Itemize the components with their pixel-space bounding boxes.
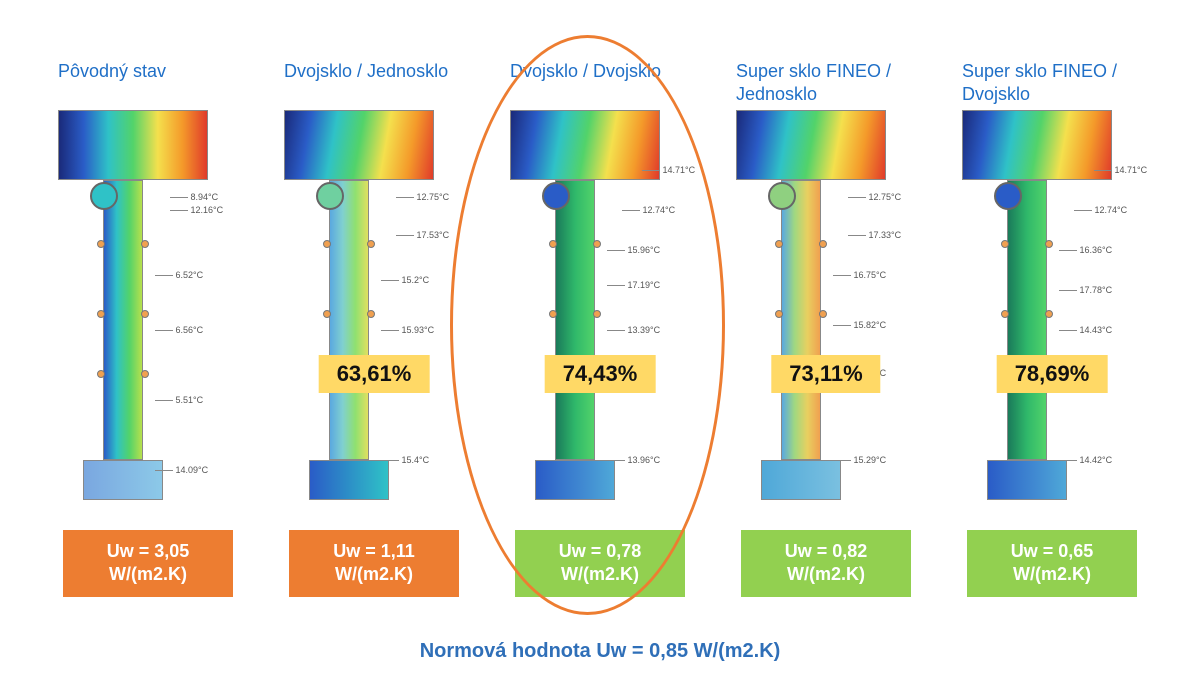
column-title: Dvojsklo / Jednosklo — [274, 60, 474, 110]
uw-badge: Uw = 0,78 W/(m2.K) — [515, 530, 685, 597]
thermal-diagram: 8.94°C 12.16°C 6.52°C 6.56°C 5.51°C 14.0… — [58, 110, 238, 510]
temp-label: 17.78°C — [1057, 285, 1112, 295]
temp-label: 13.39°C — [605, 325, 660, 335]
thermal-diagram: 14.71°C 12.74°C 16.36°C 17.78°C 14.43°C … — [962, 110, 1142, 510]
uw-badge: Uw = 0,82 W/(m2.K) — [741, 530, 911, 597]
temp-label: 17.33°C — [846, 230, 901, 240]
uw-badge: Uw = 1,11 W/(m2.K) — [289, 530, 459, 597]
temp-label: 14.42°C — [1057, 455, 1112, 465]
temp-label: 12.74°C — [1072, 205, 1127, 215]
temp-label: 5.51°C — [153, 395, 203, 405]
thermal-diagram: 12.75°C 17.53°C 15.2°C 15.93°C 15.4°C 63,… — [284, 110, 464, 510]
uw-badge: Uw = 3,05 W/(m2.K) — [63, 530, 233, 597]
temp-label: 15.2°C — [379, 275, 429, 285]
column-1: Dvojsklo / Jednosklo 12.75°C 17.53°C 15.… — [274, 60, 474, 597]
temp-label: 13.96°C — [605, 455, 660, 465]
column-title: Dvojsklo / Dvojsklo — [500, 60, 700, 110]
temp-label: 14.43°C — [1057, 325, 1112, 335]
temp-label: 15.82°C — [831, 320, 886, 330]
column-3: Super sklo FINEO / Jednosklo 12.75°C 17.… — [726, 60, 926, 597]
column-title: Pôvodný stav — [48, 60, 248, 110]
temp-label: 12.75°C — [394, 192, 449, 202]
footer-note: Normová hodnota Uw = 0,85 W/(m2.K) — [420, 640, 781, 663]
temp-label: 15.96°C — [605, 245, 660, 255]
percent-badge: 74,43% — [545, 355, 656, 393]
temp-label: 12.74°C — [620, 205, 675, 215]
percent-badge: 63,61% — [319, 355, 430, 393]
temp-label: 15.4°C — [379, 455, 429, 465]
thermal-diagram: 12.75°C 17.33°C 16.75°C 15.82°C 17.36°C … — [736, 110, 916, 510]
column-title: Super sklo FINEO / Dvojsklo — [952, 60, 1152, 110]
temp-label: 17.19°C — [605, 280, 660, 290]
column-4: Super sklo FINEO / Dvojsklo 14.71°C 12.7… — [952, 60, 1152, 597]
temp-label: 14.71°C — [640, 165, 695, 175]
temp-label: 6.56°C — [153, 325, 203, 335]
temp-label: 17.53°C — [394, 230, 449, 240]
temp-label: 8.94°C — [168, 192, 218, 202]
temp-label: 16.75°C — [831, 270, 886, 280]
column-title: Super sklo FINEO / Jednosklo — [726, 60, 926, 110]
temp-label: 14.71°C — [1092, 165, 1147, 175]
column-0: Pôvodný stav 8.94°C 12.16°C 6.52°C 6.56°… — [48, 60, 248, 597]
percent-badge: 73,11% — [771, 355, 880, 393]
column-2: Dvojsklo / Dvojsklo 14.71°C 12.74°C 15.9… — [500, 60, 700, 597]
temp-label: 15.93°C — [379, 325, 434, 335]
percent-badge: 78,69% — [997, 355, 1108, 393]
temp-label: 14.09°C — [153, 465, 208, 475]
thermal-diagram: 14.71°C 12.74°C 15.96°C 17.19°C 13.39°C … — [510, 110, 690, 510]
temp-label: 12.16°C — [168, 205, 223, 215]
temp-label: 15.29°C — [831, 455, 886, 465]
temp-label: 12.75°C — [846, 192, 901, 202]
comparison-row: Pôvodný stav 8.94°C 12.16°C 6.52°C 6.56°… — [0, 0, 1200, 597]
temp-label: 6.52°C — [153, 270, 203, 280]
uw-badge: Uw = 0,65 W/(m2.K) — [967, 530, 1137, 597]
temp-label: 16.36°C — [1057, 245, 1112, 255]
